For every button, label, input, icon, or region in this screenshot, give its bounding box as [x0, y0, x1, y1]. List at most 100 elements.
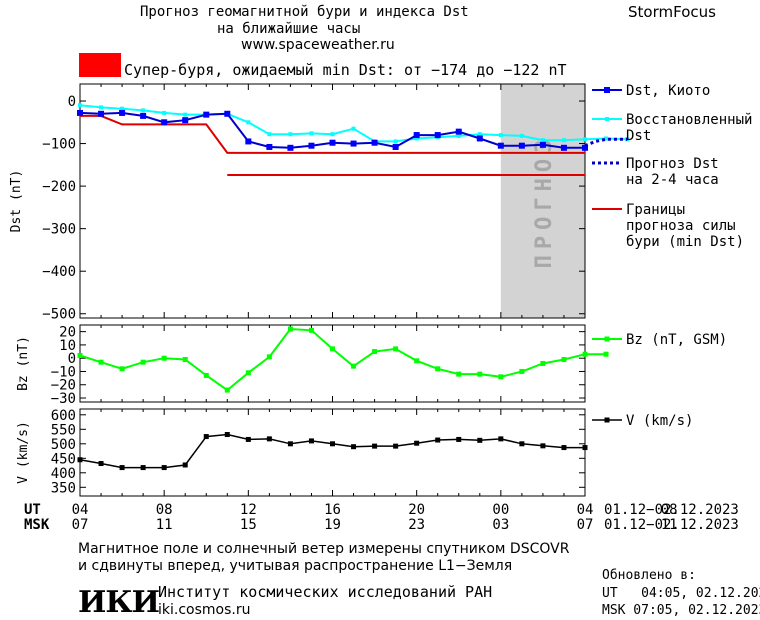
dst-ytick-label: 0	[68, 94, 76, 110]
updated-ut: UT 04:05, 02.12.2023	[602, 586, 760, 601]
ut-date-range: 01.12−02.12.2023	[604, 502, 739, 518]
v-point	[414, 440, 420, 446]
dst-kyoto-point	[77, 109, 83, 116]
dst-forecast-line	[584, 137, 628, 148]
dst-ytick-label: −400	[42, 264, 76, 280]
restored-dst-point	[288, 132, 293, 137]
dst-kyoto-point	[434, 132, 441, 139]
legend-restored-marker	[605, 117, 609, 121]
v-point	[561, 445, 567, 451]
restored-dst-point	[456, 133, 461, 138]
bz-ytick-label: −30	[51, 391, 76, 407]
bz-panel-frame	[79, 324, 586, 403]
v-point	[77, 457, 83, 463]
updated-label: Обновлено в:	[602, 568, 696, 583]
bz-point	[414, 358, 420, 364]
restored-dst-point	[351, 126, 356, 131]
bz-point	[540, 361, 546, 366]
v-point	[182, 462, 188, 468]
iki-logo: ИКИ	[78, 585, 160, 620]
v-point	[161, 465, 167, 471]
ut-tick-label: 00	[492, 502, 509, 518]
footer-note-line1: Магнитное поле и солнечный ветер измерен…	[78, 541, 570, 557]
msk-tick-label: 11	[156, 517, 173, 533]
footer-note-line2: и сдвинуты вперед, учитывая распростране…	[78, 558, 513, 574]
page-title-line1: Прогноз геомагнитной бури и индекса Dst	[140, 4, 469, 20]
restored-dst-point	[519, 133, 524, 138]
dst-y-axis-label: Dst (nT)	[9, 170, 24, 233]
bz-point	[456, 371, 462, 377]
msk-tick-label: 15	[240, 517, 257, 533]
bz-point	[98, 359, 104, 365]
v-point	[498, 436, 504, 442]
v-point	[519, 441, 525, 447]
institute-link[interactable]: iki.cosmos.ru	[158, 602, 251, 618]
ut-axis-label: UT	[24, 502, 41, 518]
v-point	[308, 438, 314, 444]
legend-bounds-line3: бури (min Dst)	[626, 234, 745, 250]
dst-ytick-label: −100	[42, 137, 76, 153]
dst-kyoto-point	[476, 135, 483, 142]
restored-dst-point	[414, 136, 419, 141]
v-point	[372, 443, 378, 449]
dst-ytick-label: −200	[42, 179, 76, 195]
dst-kyoto-point	[119, 109, 126, 116]
dst-kyoto-point	[497, 142, 504, 149]
ut-tick-label: 16	[324, 502, 341, 518]
v-ytick-label: 400	[51, 466, 76, 482]
v-point	[245, 436, 251, 442]
bz-point	[308, 327, 314, 333]
v-point	[456, 436, 462, 442]
legend-bounds-line1: Границы	[626, 202, 686, 218]
brand-label: StormFocus	[628, 3, 716, 21]
bz-point	[77, 353, 83, 359]
legend-forecast-line1: Прогноз Dst	[626, 156, 719, 172]
bz-point	[161, 355, 167, 361]
dst-kyoto-point	[140, 112, 147, 119]
v-point	[393, 443, 399, 449]
bz-point	[182, 357, 188, 363]
restored-dst-point	[78, 103, 82, 108]
v-point	[140, 465, 146, 471]
dst-kyoto-point	[371, 139, 378, 146]
bz-point	[266, 354, 272, 360]
bz-ytick-label: 20	[59, 325, 76, 341]
restored-dst-point	[309, 131, 314, 136]
dst-kyoto-point	[560, 144, 567, 151]
bz-line	[79, 327, 606, 392]
storm-forecast-text: Супер-буря, ожидаемый min Dst: от −174 д…	[124, 61, 567, 79]
v-point	[203, 434, 209, 440]
bz-ytick-label: −20	[51, 378, 76, 394]
bz-ytick-label: 0	[68, 351, 76, 367]
bz-y-axis-label: Bz (nT)	[16, 336, 31, 391]
msk-tick-label: 23	[408, 517, 425, 533]
forecast-zone	[500, 84, 585, 318]
dst-ytick-label: −500	[42, 307, 76, 323]
dst-kyoto-point	[329, 139, 336, 146]
legend-v: V (km/s)	[626, 413, 694, 429]
restored-dst-point	[393, 139, 398, 144]
forecast-zone-label: ПРОГНОЗ	[532, 134, 557, 269]
legend-dst-kyoto: Dst, Киото	[626, 83, 711, 99]
legend-restored-line1: Восстановленный	[626, 112, 753, 128]
v-ytick-label: 550	[51, 422, 76, 438]
v-point	[351, 444, 357, 450]
dst-kyoto-point	[98, 110, 105, 117]
page-title-line2: на ближайшие часы	[217, 21, 361, 37]
v-ytick-label: 600	[51, 408, 76, 424]
msk-tick-label: 07	[577, 517, 594, 533]
v-ytick-label: 350	[51, 480, 76, 496]
bz-point	[351, 363, 357, 369]
bz-point	[477, 371, 483, 377]
website-link[interactable]: www.spaceweather.ru	[241, 37, 395, 53]
restored-dst-point	[99, 105, 104, 110]
restored-dst-point	[498, 133, 503, 138]
restored-dst-point	[267, 132, 272, 137]
dst-kyoto-point	[308, 142, 315, 149]
restored-dst-point	[583, 137, 587, 142]
bz-point	[435, 366, 441, 372]
storm-level-indicator	[79, 53, 121, 77]
dst-kyoto-point	[582, 144, 588, 151]
v-point	[330, 441, 335, 447]
v-line	[79, 433, 585, 469]
